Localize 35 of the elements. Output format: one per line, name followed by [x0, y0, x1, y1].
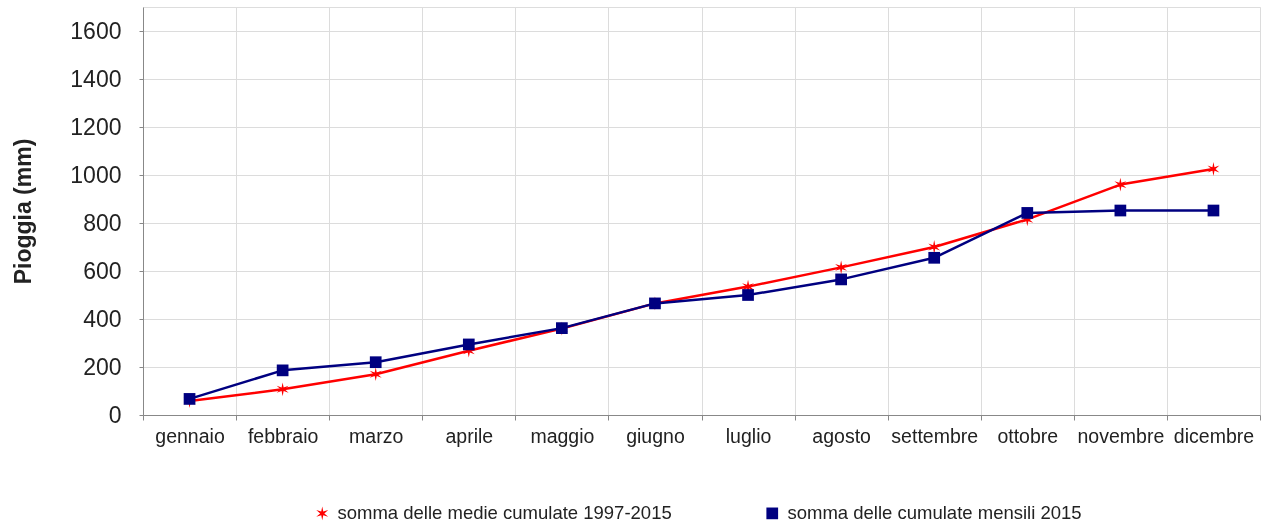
- legend-label: somma delle medie cumulate 1997-2015: [337, 502, 672, 524]
- point: [462, 338, 475, 351]
- y-tick-label: 1400: [70, 65, 122, 92]
- x-tick-label: giugno: [626, 424, 685, 447]
- point: [1114, 177, 1127, 192]
- point: [369, 367, 382, 382]
- y-tick-label: 1600: [70, 17, 122, 44]
- legend-label: somma delle cumulate mensili 2015: [787, 502, 1082, 524]
- y-tick-label: 200: [83, 353, 122, 380]
- point: [928, 240, 941, 254]
- y-tick-label: 800: [83, 209, 122, 236]
- x-tick-label: luglio: [725, 424, 772, 447]
- point: [835, 273, 847, 286]
- y-axis-title: Pioggia (mm): [10, 138, 37, 285]
- y-tick-label: 400: [83, 305, 122, 332]
- x-tick-label: ottobre: [997, 424, 1059, 447]
- x-tick-label: gennaio: [155, 424, 225, 447]
- x-tick-label: agosto: [812, 424, 872, 447]
- x-tick-label: aprile: [445, 424, 494, 447]
- point: [276, 382, 289, 397]
- point: [1021, 207, 1034, 219]
- x-tick-label: settembre: [891, 424, 979, 447]
- point: [928, 251, 941, 264]
- y-tick-label: 0: [108, 401, 122, 428]
- x-tick-label: dicembre: [1173, 424, 1255, 447]
- point: [369, 356, 382, 369]
- x-tick-label: febbraio: [247, 424, 319, 447]
- x-tick-label: maggio: [530, 424, 595, 447]
- x-tick-label: marzo: [349, 424, 404, 447]
- y-tick-label: 1000: [70, 161, 122, 188]
- y-tick-label: 600: [83, 257, 122, 284]
- x-tick-label: novembre: [1077, 424, 1165, 447]
- point: [835, 260, 848, 275]
- y-tick-label: 1200: [70, 113, 122, 140]
- point: [742, 289, 754, 301]
